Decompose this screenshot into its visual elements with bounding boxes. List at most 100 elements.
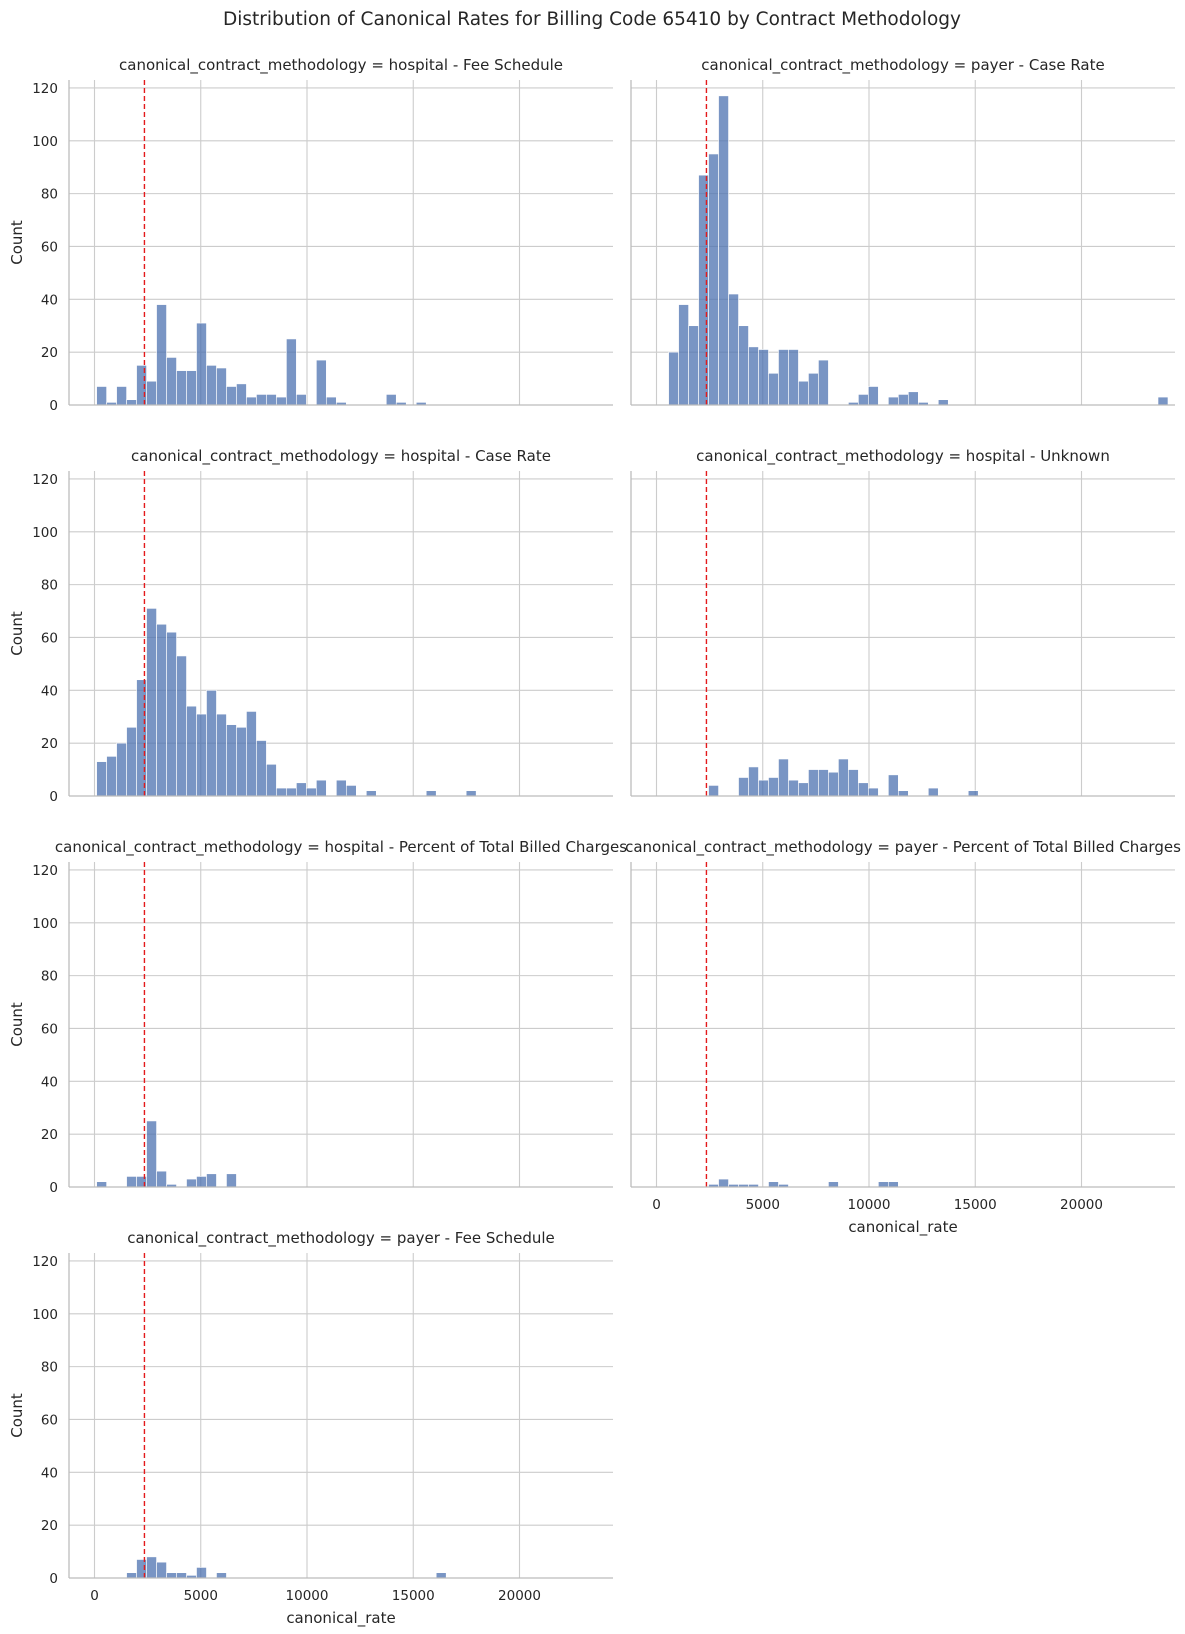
y-tick-label: 40 xyxy=(41,1074,58,1090)
histogram-bar xyxy=(166,631,177,797)
y-tick-label: 100 xyxy=(32,525,58,541)
histogram-bar xyxy=(778,349,789,406)
histogram-bar xyxy=(888,774,899,797)
histogram-bar xyxy=(236,383,247,406)
histogram-bar xyxy=(748,346,759,406)
histogram-bar xyxy=(206,690,217,797)
y-axis-label: Count xyxy=(8,1393,26,1438)
histogram-bar xyxy=(365,790,377,797)
histogram-bar xyxy=(888,1181,899,1188)
histogram-bar xyxy=(868,787,879,797)
y-tick-label: 80 xyxy=(41,969,58,985)
x-axis-label: canonical_rate xyxy=(848,1218,957,1237)
y-tick-label: 20 xyxy=(41,736,58,752)
histogram-bar xyxy=(788,779,799,797)
y-axis-label: Count xyxy=(8,611,26,656)
histogram-bar xyxy=(206,365,217,406)
histogram-bar xyxy=(116,386,127,406)
panel-title: canonical_contract_methodology = hospita… xyxy=(131,447,551,466)
histogram-bar xyxy=(425,790,437,797)
histogram-bar xyxy=(146,1120,157,1188)
x-axis-label: canonical_rate xyxy=(286,1609,395,1628)
histogram-bar xyxy=(196,1567,207,1579)
histogram-bar xyxy=(788,349,799,406)
histogram-bar xyxy=(156,304,167,406)
histogram-bar xyxy=(435,1572,447,1579)
y-tick-label: 60 xyxy=(41,630,58,646)
histogram-bar xyxy=(326,396,337,406)
histogram-bar xyxy=(146,1556,157,1579)
histogram-bar xyxy=(728,293,739,406)
facet-panel: canonical_contract_methodology = hospita… xyxy=(630,447,1175,797)
histogram-bar xyxy=(296,394,307,406)
histogram-bar xyxy=(296,782,307,797)
histogram-bar xyxy=(708,153,719,406)
histogram-bar xyxy=(306,787,317,797)
histogram-bar xyxy=(838,758,849,797)
x-tick-label: 15000 xyxy=(954,1197,997,1213)
histogram-bar xyxy=(126,727,137,797)
histogram-bar xyxy=(96,761,107,797)
histogram-bar xyxy=(166,1572,177,1579)
histogram-bar xyxy=(738,777,749,797)
histogram-bar xyxy=(116,742,127,797)
facet-panel: canonical_contract_methodology = hospita… xyxy=(8,838,627,1196)
histogram-bar xyxy=(176,370,187,406)
facet-panel: canonical_contract_methodology = hospita… xyxy=(8,447,613,805)
y-axis-label: Count xyxy=(8,220,26,265)
histogram-bar xyxy=(246,396,257,406)
histogram-bar xyxy=(967,790,979,797)
y-tick-label: 100 xyxy=(32,916,58,932)
histogram-bar xyxy=(176,1572,187,1579)
histogram-bar xyxy=(818,769,829,797)
histogram-bar xyxy=(718,95,729,406)
histogram-bar xyxy=(778,758,789,797)
histogram-bar xyxy=(126,1572,137,1579)
panel-title: canonical_contract_methodology = hospita… xyxy=(696,447,1110,466)
y-tick-label: 120 xyxy=(32,1254,58,1270)
y-tick-label: 0 xyxy=(49,789,58,805)
histogram-bar xyxy=(166,357,177,406)
histogram-bar xyxy=(186,370,197,406)
histogram-bar xyxy=(808,769,819,797)
x-tick-label: 10000 xyxy=(848,1197,891,1213)
y-tick-label: 40 xyxy=(41,683,58,699)
histogram-bar xyxy=(858,394,869,406)
histogram-bar xyxy=(266,394,277,406)
x-tick-label: 10000 xyxy=(286,1588,329,1604)
histogram-bar xyxy=(868,386,879,406)
x-tick-label: 20000 xyxy=(1060,1197,1103,1213)
histogram-bar xyxy=(96,1181,107,1188)
histogram-bar xyxy=(758,779,769,797)
histogram-bar xyxy=(708,785,719,797)
y-tick-label: 100 xyxy=(32,1307,58,1323)
x-tick-label: 0 xyxy=(652,1197,661,1213)
y-tick-label: 0 xyxy=(49,1571,58,1587)
x-tick-label: 15000 xyxy=(392,1588,435,1604)
y-axis-label: Count xyxy=(8,1002,26,1047)
panel-title: canonical_contract_methodology = hospita… xyxy=(55,838,627,857)
histogram-bar xyxy=(216,713,227,797)
histogram-bar xyxy=(908,391,919,406)
histogram-bar xyxy=(858,782,869,797)
histogram-bar xyxy=(316,359,327,406)
histogram-bar xyxy=(156,1170,167,1188)
histogram-bar xyxy=(286,338,297,406)
histogram-bar xyxy=(465,790,477,797)
histogram-bar xyxy=(196,713,207,797)
histogram-bar xyxy=(768,777,779,797)
histogram-bar xyxy=(738,325,749,406)
histogram-bar xyxy=(106,756,117,797)
y-tick-label: 60 xyxy=(41,239,58,255)
histogram-bar xyxy=(316,779,327,797)
histogram-bar xyxy=(888,396,899,406)
y-tick-label: 0 xyxy=(49,398,58,414)
histogram-bar xyxy=(126,399,137,406)
histogram-bar xyxy=(768,1181,779,1188)
histogram-bar xyxy=(176,655,187,797)
histogram-bar xyxy=(758,349,769,406)
y-tick-label: 40 xyxy=(41,1465,58,1481)
panel-title: canonical_contract_methodology = hospita… xyxy=(119,56,563,75)
histogram-bar xyxy=(196,322,207,406)
histogram-bar xyxy=(276,396,287,406)
